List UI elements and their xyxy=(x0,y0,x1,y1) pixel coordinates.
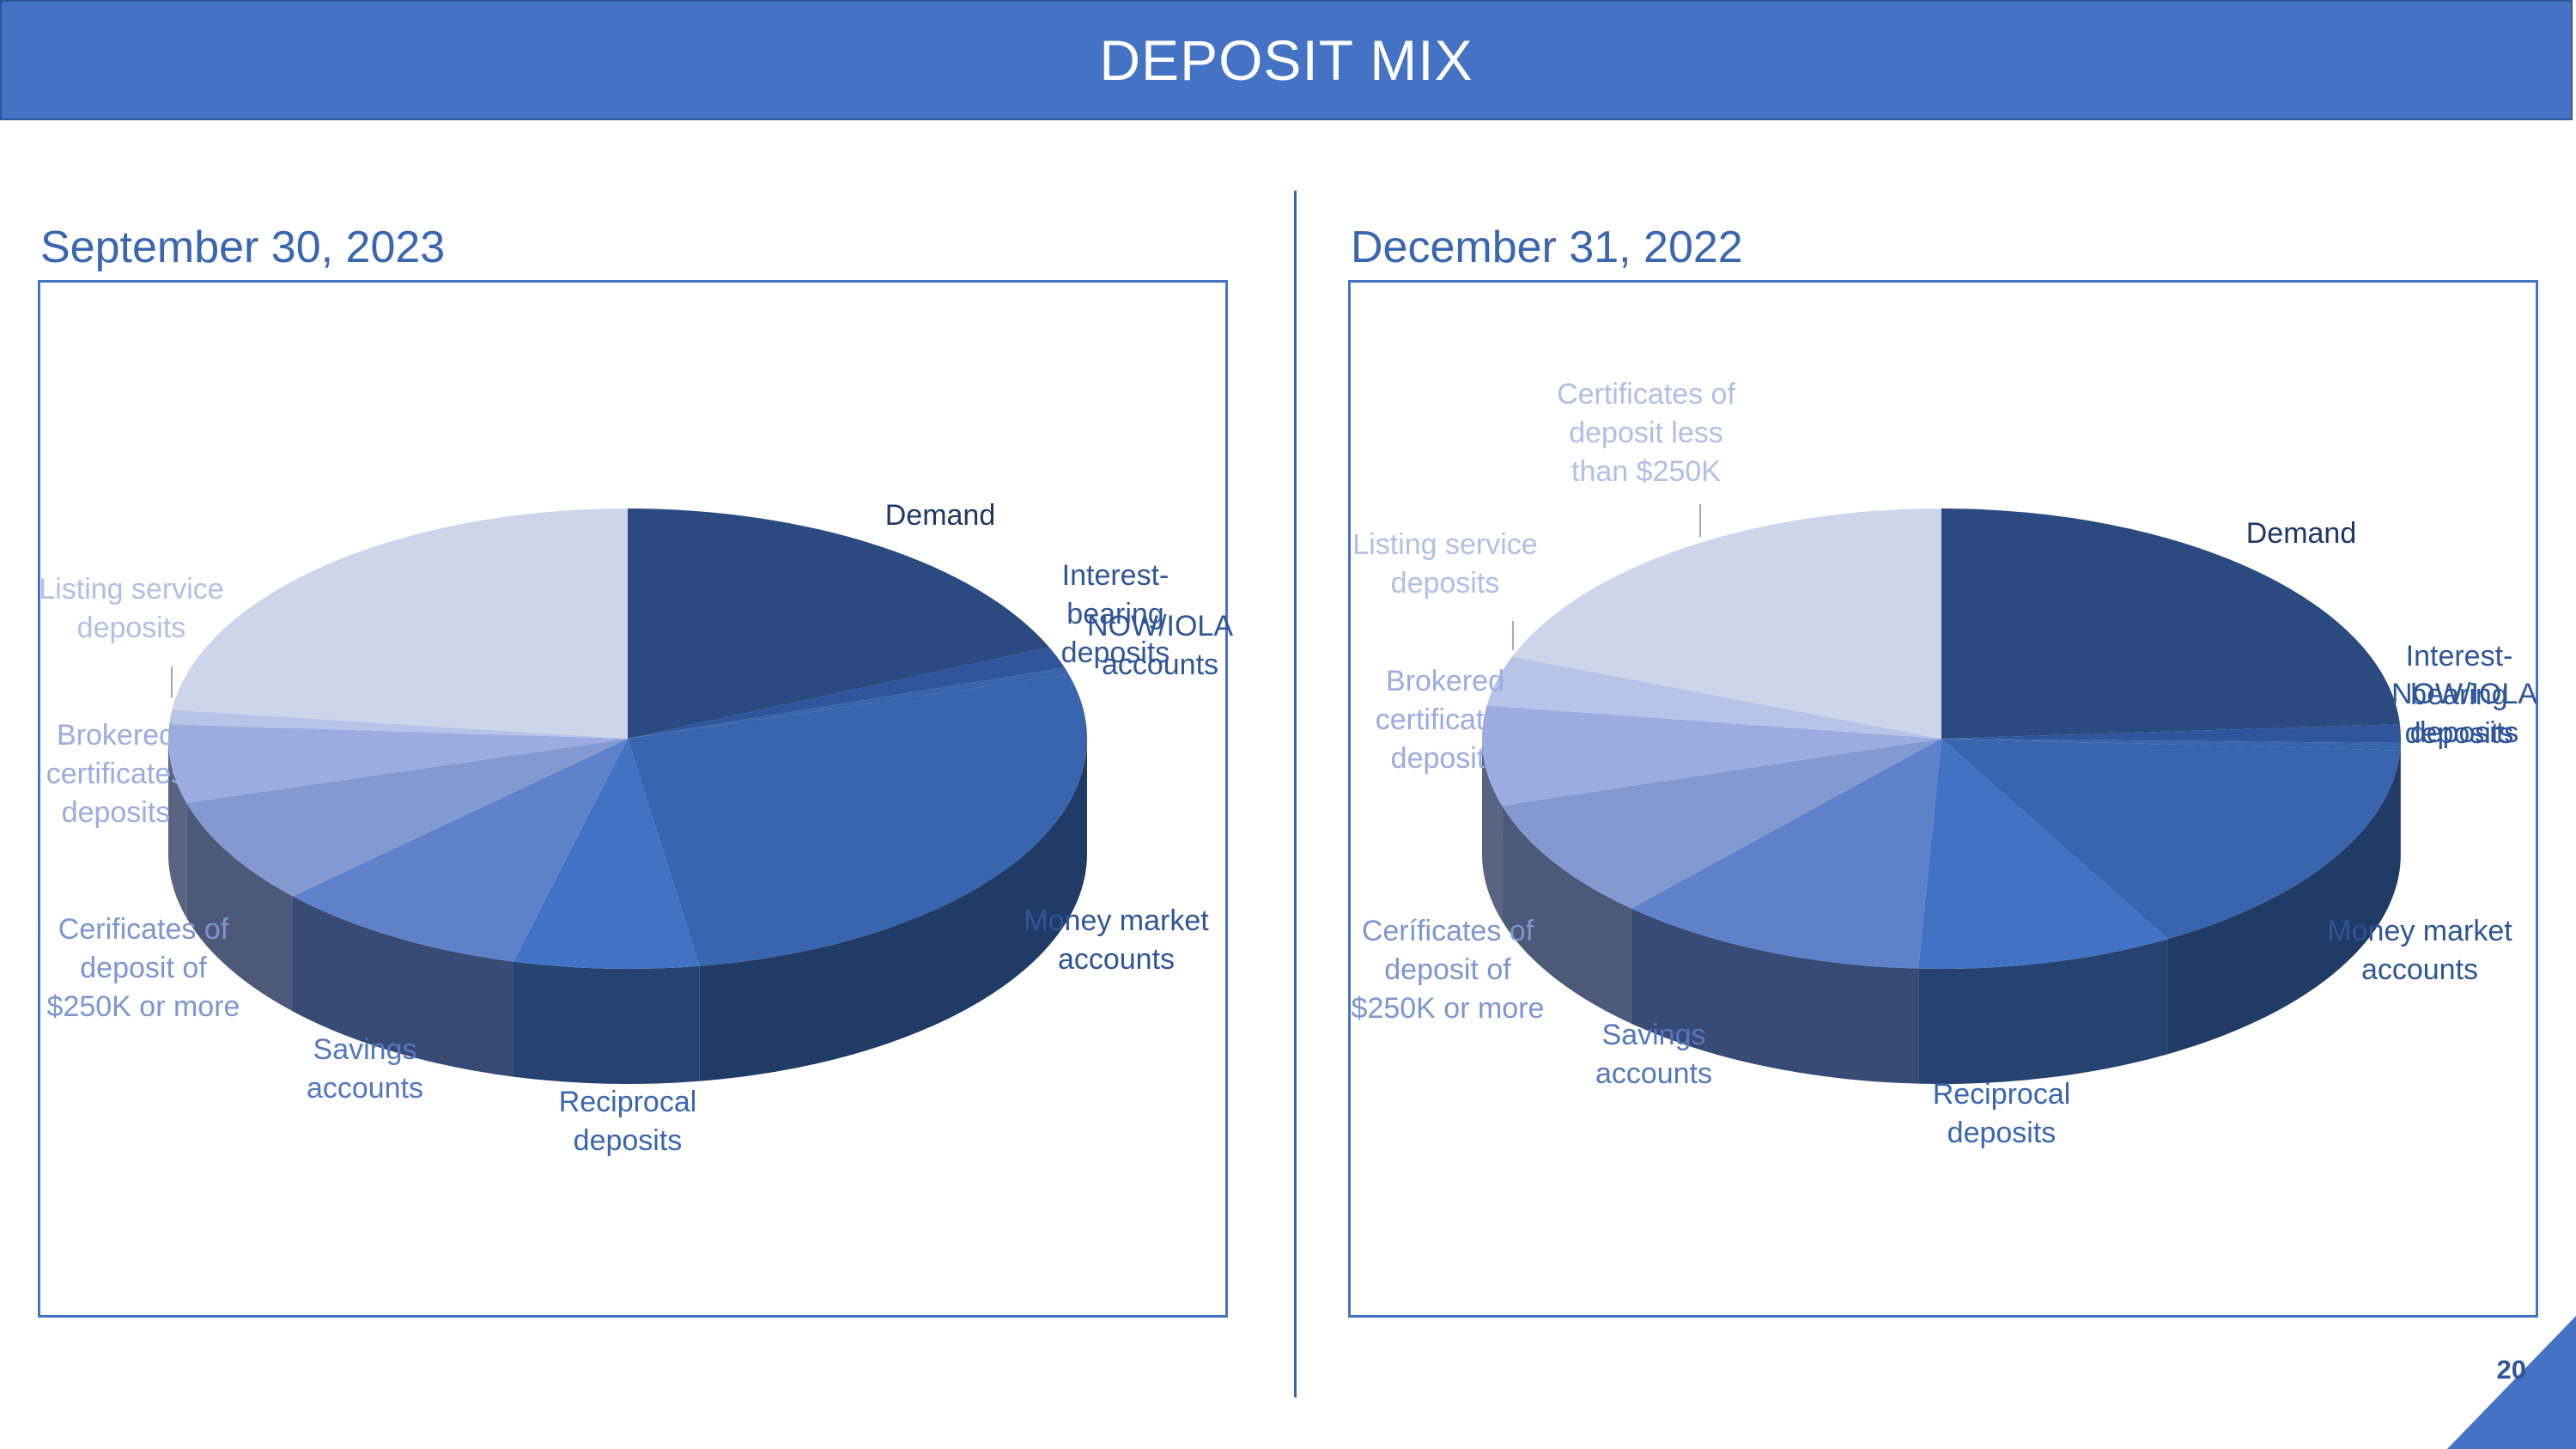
pie-side-money-market-accounts xyxy=(2167,750,2401,1055)
data-label-money-market-accounts: Money market accounts xyxy=(1024,904,1209,976)
data-label-listing-service-deposits: Listing service deposits xyxy=(39,573,223,644)
pie-slice-reciprocal-deposits xyxy=(513,739,700,969)
page-corner-shape xyxy=(2447,1316,2576,1449)
pie-slice-reciprocal-deposits xyxy=(1918,739,2168,969)
pie-slice-interest-bearing-deposits xyxy=(628,647,1065,739)
page-title: DEPOSIT MIX xyxy=(1099,28,1473,92)
data-label-interest-bearing-deposits: Interest-bearing deposits xyxy=(2405,640,2514,750)
pie-slice-cerificates-of-deposit-of-250k-or-more xyxy=(186,739,629,897)
pie-side-cerificates-of-deposit-of-250k-or-more xyxy=(1502,805,1631,1024)
data-label-brokered-certificates-deposits: Brokered certificates deposits xyxy=(1376,665,1516,775)
pie-slice-now-iola-accounts xyxy=(1941,739,2401,751)
pie-slice-certificates-of-deposit-less-than-250k xyxy=(172,508,628,739)
data-label-savings-accounts: Savings accounts xyxy=(307,1033,423,1105)
page-number: 20 xyxy=(2496,1355,2526,1385)
data-label-interest-bearing-deposits: Interest-bearing deposits xyxy=(1061,559,1170,669)
data-label-brokered-certificates-deposits: Brokered certificates deposits xyxy=(46,719,186,829)
data-label-reciprocal-deposits: Reciprocal deposits xyxy=(1933,1078,2071,1149)
pie-side-reciprocal-deposits xyxy=(513,961,700,1085)
pie-slice-now-iola-accounts xyxy=(628,667,1069,739)
pie-slice-savings-accounts xyxy=(1631,739,1941,969)
pie-slice-money-market-accounts xyxy=(628,674,1087,966)
data-label-now-iola-deposits: NOW/IOLA deposits xyxy=(2391,678,2537,749)
data-label-demand: Demand xyxy=(2246,517,2357,550)
pie-slice-interest-bearing-deposits xyxy=(1941,724,2401,744)
data-label-listing-service-deposits: Listing service deposits xyxy=(1352,528,1537,600)
panel-heading-dec-2022: December 31, 2022 xyxy=(1351,222,1743,272)
pie-slice-certificates-of-deposit-less-than-250k xyxy=(1512,508,1941,739)
pie-side-money-market-accounts xyxy=(699,739,1087,1081)
data-label-reciprocal-deposits: Reciprocal deposits xyxy=(559,1086,697,1157)
pie-side-brokered-certificates-of-deposits xyxy=(1482,739,1503,921)
data-label-cer-ficates-of-deposit-of-250k-or-more: Ceríficates of deposit of $250K or more xyxy=(1352,915,1545,1025)
pie-slice-demand xyxy=(1941,508,2400,739)
title-bar: DEPOSIT MIX xyxy=(0,0,2573,120)
pie-side-savings-accounts xyxy=(1631,908,1919,1084)
panel-heading-sep-2023: September 30, 2023 xyxy=(40,222,446,272)
pie-slice-brokered-certificates-of-deposits xyxy=(1482,705,1941,806)
data-label-money-market-accounts: Money market accounts xyxy=(2327,915,2512,986)
data-label-cerificates-of-deposit-of-250k-or-more: Cerificates of deposit of $250K or more xyxy=(47,913,240,1023)
pie-slice-demand xyxy=(628,508,1049,739)
pie-side-now-iola-accounts xyxy=(2400,743,2401,866)
pie-slice-brokered-certificates-of-deposits xyxy=(168,724,628,803)
pie-slice-money-market-accounts xyxy=(1941,739,2401,940)
pie-side-brokered-certificates-of-deposits xyxy=(168,739,187,918)
pie-slice-savings-accounts xyxy=(293,739,628,962)
panel-divider xyxy=(1294,191,1297,1397)
pie-slice-cerificates-of-deposit-of-250k-or-more xyxy=(1502,739,1941,909)
pie-slice-listing-service-deposits xyxy=(169,709,629,739)
pie-side-cerificates-of-deposit-of-250k-or-more xyxy=(186,802,294,1012)
data-label-certificates-of-deposit-less-than-250k: Certificates of deposit less than $250K xyxy=(1557,378,1735,488)
pie-slice-listing-service-deposits xyxy=(1486,656,1941,739)
data-label-demand: Demand xyxy=(885,499,996,532)
pie-side-savings-accounts xyxy=(293,896,513,1077)
data-label-now-iola-accounts: NOW/IOLA accounts xyxy=(1087,610,1233,681)
pie-side-reciprocal-deposits xyxy=(1918,939,2168,1084)
data-label-savings-accounts: Savings accounts xyxy=(1595,1019,1712,1090)
